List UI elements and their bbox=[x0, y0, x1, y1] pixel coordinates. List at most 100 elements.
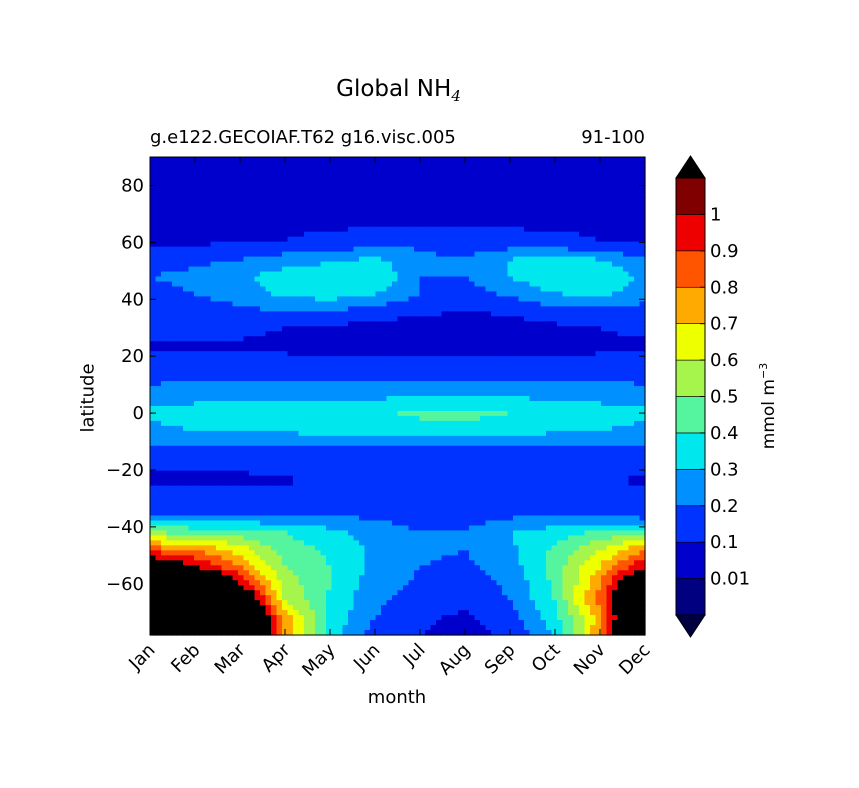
heatmap-cell bbox=[447, 286, 454, 293]
heatmap-cell bbox=[408, 286, 415, 293]
heatmap-cell bbox=[166, 226, 173, 233]
heatmap-cell bbox=[342, 316, 349, 322]
heatmap-cell bbox=[172, 261, 179, 268]
heatmap-cell bbox=[375, 386, 382, 392]
heatmap-cell bbox=[408, 366, 415, 372]
heatmap-cell bbox=[419, 231, 426, 238]
heatmap-cell bbox=[364, 381, 371, 387]
heatmap-cell bbox=[436, 306, 443, 312]
heatmap-cell bbox=[639, 236, 646, 243]
heatmap-cell bbox=[161, 221, 168, 228]
heatmap-cell bbox=[573, 216, 580, 223]
heatmap-cell bbox=[469, 216, 476, 223]
heatmap-cell bbox=[507, 391, 514, 397]
heatmap-cell bbox=[496, 336, 503, 342]
heatmap-cell bbox=[260, 351, 267, 357]
heatmap-cell bbox=[474, 276, 481, 283]
heatmap-cell bbox=[568, 166, 575, 173]
heatmap-cell bbox=[579, 276, 586, 283]
heatmap-cell bbox=[551, 291, 558, 298]
heatmap-cell bbox=[320, 241, 327, 248]
heatmap-cell bbox=[194, 231, 201, 238]
heatmap-cell bbox=[309, 221, 316, 228]
heatmap-cell bbox=[150, 381, 157, 387]
heatmap-cell bbox=[342, 186, 349, 193]
heatmap-cell bbox=[403, 410, 410, 417]
heatmap-cell bbox=[293, 211, 300, 218]
heatmap-cell bbox=[546, 166, 553, 173]
heatmap-cell bbox=[447, 166, 454, 173]
heatmap-cell bbox=[359, 306, 366, 312]
heatmap-cell bbox=[452, 326, 459, 332]
heatmap-cell bbox=[232, 415, 239, 422]
heatmap-cell bbox=[601, 351, 608, 357]
heatmap-cell bbox=[584, 386, 591, 392]
heatmap-cell bbox=[529, 326, 536, 332]
heatmap-cell bbox=[221, 311, 228, 317]
heatmap-cell bbox=[540, 271, 547, 278]
heatmap-cell bbox=[601, 161, 608, 168]
heatmap-cell bbox=[166, 291, 173, 298]
heatmap-cell bbox=[507, 381, 514, 387]
heatmap-cell bbox=[221, 346, 228, 352]
heatmap-cell bbox=[485, 181, 492, 188]
heatmap-cell bbox=[502, 226, 509, 233]
heatmap-cell bbox=[535, 206, 542, 213]
heatmap-cell bbox=[348, 376, 355, 382]
heatmap-cell bbox=[601, 366, 608, 372]
heatmap-cell bbox=[232, 356, 239, 362]
heatmap-cell bbox=[524, 296, 531, 302]
heatmap-cell bbox=[430, 216, 437, 223]
heatmap-cell bbox=[430, 381, 437, 387]
heatmap-cell bbox=[425, 161, 432, 168]
heatmap-cell bbox=[298, 196, 305, 203]
heatmap-cell bbox=[287, 171, 294, 178]
heatmap-cell bbox=[249, 256, 256, 263]
heatmap-cell bbox=[287, 191, 294, 198]
heatmap-cell bbox=[573, 261, 580, 268]
heatmap-cell bbox=[161, 236, 168, 243]
heatmap-cell bbox=[265, 356, 272, 362]
heatmap-cell bbox=[419, 186, 426, 193]
heatmap-cell bbox=[370, 311, 377, 317]
heatmap-cell bbox=[386, 351, 393, 357]
heatmap-cell bbox=[188, 261, 195, 268]
heatmap-cell bbox=[397, 286, 404, 293]
heatmap-cell bbox=[243, 186, 250, 193]
heatmap-cell bbox=[370, 231, 377, 238]
heatmap-cell bbox=[150, 271, 157, 278]
heatmap-cell bbox=[513, 386, 520, 392]
heatmap-cell bbox=[386, 236, 393, 243]
heatmap-cell bbox=[612, 381, 619, 387]
heatmap-cell bbox=[496, 391, 503, 397]
heatmap-cell bbox=[529, 341, 536, 347]
heatmap-cell bbox=[518, 396, 525, 402]
heatmap-cell bbox=[403, 336, 410, 342]
heatmap-cell bbox=[348, 420, 355, 427]
heatmap-cell bbox=[601, 196, 608, 203]
heatmap-cell bbox=[518, 366, 525, 372]
heatmap-cell bbox=[568, 211, 575, 218]
heatmap-cell bbox=[485, 291, 492, 298]
heatmap-cell bbox=[276, 405, 283, 412]
heatmap-cell bbox=[337, 186, 344, 193]
heatmap-cell bbox=[183, 171, 190, 178]
heatmap-cell bbox=[232, 201, 239, 208]
heatmap-cell bbox=[397, 256, 404, 263]
heatmap-cell bbox=[458, 336, 465, 342]
heatmap-cell bbox=[304, 410, 311, 417]
heatmap-cell bbox=[623, 196, 630, 203]
heatmap-cell bbox=[524, 251, 531, 258]
heatmap-cell bbox=[249, 331, 256, 337]
heatmap-cell bbox=[535, 301, 542, 307]
heatmap-cell bbox=[210, 256, 217, 263]
heatmap-cell bbox=[628, 221, 635, 228]
heatmap-cell bbox=[359, 246, 366, 253]
heatmap-cell bbox=[260, 346, 267, 352]
heatmap-cell bbox=[199, 430, 206, 437]
heatmap-cell bbox=[326, 211, 333, 218]
heatmap-cell bbox=[463, 420, 470, 427]
heatmap-cell bbox=[557, 306, 564, 312]
heatmap-cell bbox=[359, 211, 366, 218]
heatmap-cell bbox=[535, 341, 542, 347]
